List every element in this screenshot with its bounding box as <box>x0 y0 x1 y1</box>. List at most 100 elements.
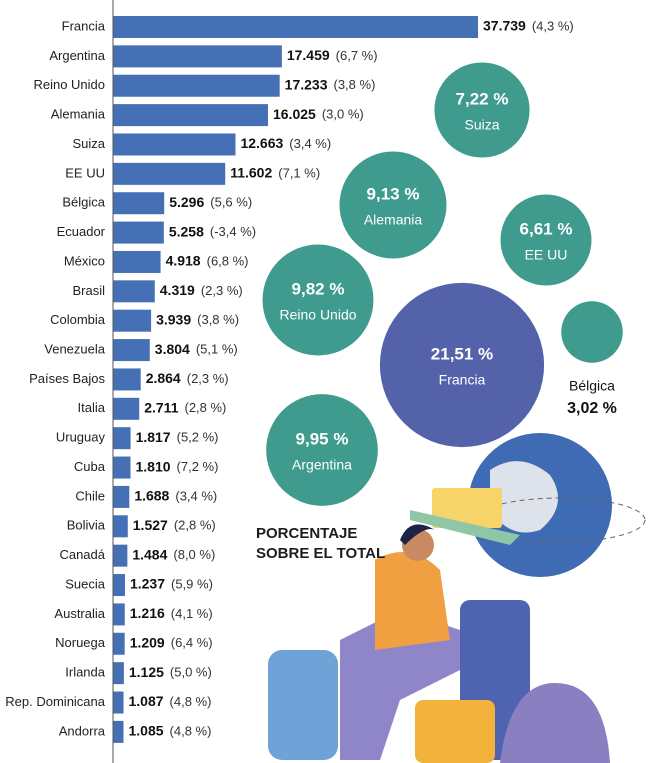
bag <box>415 700 495 763</box>
bubble-value: 21,51 % <box>431 344 493 363</box>
bubble-title: PORCENTAJE SOBRE EL TOTAL <box>256 525 386 562</box>
bubble-value: 9,13 % <box>367 184 420 203</box>
value-label: 1.216 <box>130 605 165 621</box>
bubble-value: 3,02 % <box>567 400 617 417</box>
category-label: Bélgica <box>62 195 105 210</box>
person-hair <box>400 524 435 545</box>
change-label: (5,1 %) <box>196 342 238 357</box>
person-legs <box>340 610 460 760</box>
value-label: 2.711 <box>144 400 178 416</box>
bar <box>113 309 152 332</box>
change-label: (3,8 %) <box>334 77 376 92</box>
change-label: (2,8 %) <box>174 518 216 533</box>
bar <box>113 16 478 38</box>
change-label: (8,0 %) <box>173 547 215 562</box>
bar <box>113 250 161 273</box>
change-label: (4,3 %) <box>532 18 574 33</box>
change-label: (3,0 %) <box>322 107 364 122</box>
bubble <box>379 282 545 448</box>
value-label: 1.125 <box>129 664 164 680</box>
value-label: 1.527 <box>133 517 168 533</box>
bar <box>113 691 124 714</box>
value-label: 11.602 <box>230 165 272 181</box>
category-label: Colombia <box>50 312 106 327</box>
change-label: (7,1 %) <box>278 165 320 180</box>
change-label: (2,8 %) <box>184 400 226 415</box>
change-label: (6,4 %) <box>171 635 213 650</box>
category-label: Países Bajos <box>29 371 105 386</box>
bubble <box>561 301 623 363</box>
value-label: 2.864 <box>146 370 181 386</box>
value-label: 3.939 <box>156 311 191 327</box>
bar <box>113 192 165 215</box>
globe-land <box>490 461 558 533</box>
bubble <box>339 151 447 259</box>
category-label: Noruega <box>55 635 106 650</box>
category-label: EE UU <box>65 165 105 180</box>
change-label: (3,4 %) <box>175 488 217 503</box>
bubble-label: Suiza <box>464 117 499 133</box>
value-label: 4.918 <box>166 253 201 269</box>
category-label: México <box>64 253 105 268</box>
change-label: (3,4 %) <box>289 136 331 151</box>
category-label: Argentina <box>49 48 105 63</box>
category-label: Australia <box>54 606 105 621</box>
bar <box>113 104 268 127</box>
category-label: Brasil <box>72 283 105 298</box>
bar <box>113 632 125 655</box>
value-label: 1.810 <box>136 458 171 474</box>
bar <box>113 515 128 538</box>
category-label: Rep. Dominicana <box>5 694 105 709</box>
change-label: (7,2 %) <box>177 459 219 474</box>
bar <box>113 574 125 597</box>
ticket <box>432 488 502 528</box>
bubble <box>262 244 374 356</box>
category-label: Suecia <box>65 576 106 591</box>
bar <box>113 368 141 391</box>
change-label: (3,8 %) <box>197 312 239 327</box>
value-label: 12.663 <box>240 135 283 151</box>
bar <box>113 162 226 185</box>
value-label: 1.484 <box>132 546 167 562</box>
bubble <box>434 62 530 158</box>
bubble-label: Francia <box>439 372 486 388</box>
bubble-value: 6,61 % <box>520 219 573 238</box>
person-body <box>375 552 450 650</box>
bar <box>113 74 280 97</box>
change-label: (6,7 %) <box>336 48 378 63</box>
value-label: 5.296 <box>169 194 204 210</box>
value-label: 1.817 <box>136 429 171 445</box>
value-label: 1.085 <box>128 723 163 739</box>
bubble <box>500 194 592 286</box>
value-label: 37.739 <box>483 18 526 34</box>
value-label: 3.804 <box>155 341 190 357</box>
category-label: Chile <box>75 488 105 503</box>
bar <box>113 397 140 420</box>
category-label: Canadá <box>59 547 105 562</box>
bubble-label: Argentina <box>292 457 352 473</box>
category-label: Cuba <box>74 459 106 474</box>
category-label: Andorra <box>59 723 106 738</box>
illustration <box>268 433 646 763</box>
value-label: 1.688 <box>134 488 169 504</box>
change-label: (5,2 %) <box>177 430 219 445</box>
bar <box>113 603 125 626</box>
bar <box>113 133 236 156</box>
bar <box>113 221 164 244</box>
category-label: Suiza <box>72 136 105 151</box>
change-label: (2,3 %) <box>201 283 243 298</box>
category-label: Bolivia <box>67 518 106 533</box>
bubble-label: Reino Unido <box>279 307 356 323</box>
value-label: 1.209 <box>130 634 165 650</box>
change-label: (5,9 %) <box>171 576 213 591</box>
value-label: 17.459 <box>287 47 330 63</box>
change-label: (4,8 %) <box>170 694 212 709</box>
bar <box>113 280 155 303</box>
change-label: (2,3 %) <box>187 371 229 386</box>
bag <box>500 683 610 763</box>
value-label: 17.233 <box>285 76 328 92</box>
bubble <box>266 394 378 506</box>
bar <box>113 427 131 450</box>
bar <box>113 720 124 743</box>
